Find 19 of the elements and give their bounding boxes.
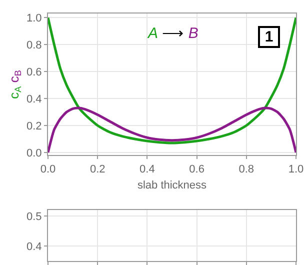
y-tick-label: 0.4 <box>26 93 42 106</box>
x-tick-label: 0.0 <box>40 163 56 176</box>
line-series <box>48 16 296 144</box>
x-tick-label: 0.8 <box>238 163 254 176</box>
line-series <box>48 106 296 154</box>
y-tick-label: 0.4 <box>26 240 42 253</box>
x-tick-label: 0.2 <box>90 163 106 176</box>
y-tick-label: 0.2 <box>26 120 42 132</box>
y-tick-label: 0.0 <box>26 147 42 160</box>
y-tick-label: 0.5 <box>26 210 42 223</box>
annotation: A ⟶ B <box>147 25 198 42</box>
x-tick-label: 0.4 <box>140 163 155 176</box>
y-tick-label: 0.8 <box>26 40 42 52</box>
x-tick-label: 0.6 <box>189 163 204 176</box>
annotation: 1 <box>264 28 274 46</box>
x-tick-label: 1.0 <box>288 163 304 176</box>
y-tick-label: 0.6 <box>26 66 42 78</box>
x-axis-title: slab thickness <box>137 180 208 192</box>
y-tick-label: 1.0 <box>26 12 42 25</box>
